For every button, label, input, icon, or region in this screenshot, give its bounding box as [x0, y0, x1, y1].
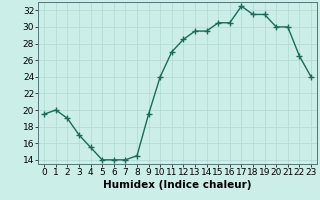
X-axis label: Humidex (Indice chaleur): Humidex (Indice chaleur) — [103, 180, 252, 190]
